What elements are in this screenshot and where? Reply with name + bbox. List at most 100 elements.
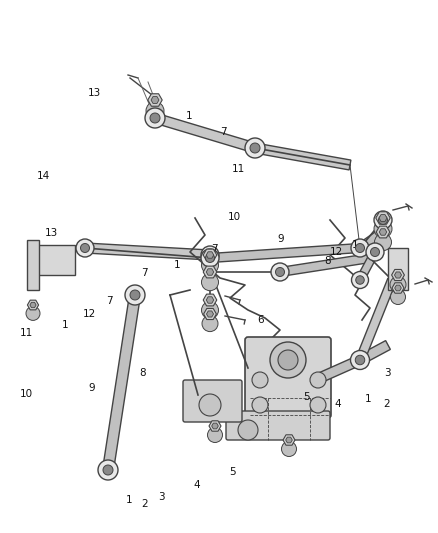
Text: 3: 3 bbox=[384, 368, 391, 378]
Circle shape bbox=[374, 211, 392, 229]
Text: 10: 10 bbox=[20, 390, 33, 399]
Text: 4: 4 bbox=[334, 399, 341, 409]
Text: 1: 1 bbox=[186, 111, 193, 121]
Circle shape bbox=[390, 277, 406, 293]
Text: 1: 1 bbox=[126, 495, 133, 505]
Circle shape bbox=[355, 356, 365, 365]
Text: 12: 12 bbox=[330, 247, 343, 256]
Polygon shape bbox=[85, 243, 210, 260]
Circle shape bbox=[125, 285, 145, 305]
Text: 12: 12 bbox=[83, 310, 96, 319]
Text: 1: 1 bbox=[174, 261, 181, 270]
Bar bbox=[388, 248, 408, 290]
Polygon shape bbox=[28, 300, 39, 310]
Circle shape bbox=[310, 397, 326, 413]
Circle shape bbox=[366, 243, 384, 261]
Text: 13: 13 bbox=[88, 88, 101, 98]
Circle shape bbox=[371, 247, 379, 256]
FancyBboxPatch shape bbox=[183, 380, 242, 422]
Polygon shape bbox=[286, 437, 292, 443]
Circle shape bbox=[351, 239, 369, 257]
Polygon shape bbox=[279, 254, 371, 277]
Circle shape bbox=[238, 420, 258, 440]
Circle shape bbox=[81, 244, 89, 253]
Polygon shape bbox=[376, 212, 390, 224]
Text: 2: 2 bbox=[141, 499, 148, 508]
Circle shape bbox=[146, 102, 164, 120]
Text: 5: 5 bbox=[303, 392, 310, 402]
Polygon shape bbox=[392, 270, 404, 280]
Polygon shape bbox=[212, 423, 218, 429]
Text: 1: 1 bbox=[61, 320, 68, 330]
Circle shape bbox=[150, 113, 160, 123]
Text: 7: 7 bbox=[141, 268, 148, 278]
Circle shape bbox=[278, 350, 298, 370]
Text: 11: 11 bbox=[20, 328, 33, 338]
Polygon shape bbox=[358, 341, 390, 365]
Polygon shape bbox=[357, 228, 385, 252]
Text: 2: 2 bbox=[383, 399, 390, 409]
Bar bbox=[27, 240, 39, 290]
Circle shape bbox=[374, 233, 392, 251]
Text: 5: 5 bbox=[229, 467, 236, 477]
Polygon shape bbox=[283, 435, 295, 445]
Circle shape bbox=[76, 239, 94, 257]
Polygon shape bbox=[210, 244, 360, 262]
Text: 8: 8 bbox=[139, 368, 146, 378]
Polygon shape bbox=[376, 226, 390, 238]
Circle shape bbox=[199, 394, 221, 416]
Circle shape bbox=[202, 316, 218, 332]
FancyBboxPatch shape bbox=[245, 337, 331, 418]
Circle shape bbox=[352, 271, 368, 288]
Polygon shape bbox=[203, 266, 217, 278]
Polygon shape bbox=[356, 278, 396, 362]
Text: 11: 11 bbox=[232, 165, 245, 174]
Polygon shape bbox=[154, 113, 256, 153]
Circle shape bbox=[350, 351, 370, 369]
Circle shape bbox=[201, 274, 219, 290]
Bar bbox=[35, 245, 75, 275]
Polygon shape bbox=[102, 294, 141, 471]
Circle shape bbox=[250, 143, 260, 153]
Polygon shape bbox=[206, 269, 214, 275]
Text: 4: 4 bbox=[194, 480, 201, 490]
Circle shape bbox=[252, 372, 268, 388]
Circle shape bbox=[130, 290, 140, 300]
Circle shape bbox=[310, 372, 326, 388]
Polygon shape bbox=[254, 143, 351, 170]
Text: 1: 1 bbox=[351, 240, 358, 250]
Polygon shape bbox=[357, 250, 378, 282]
Polygon shape bbox=[392, 283, 404, 293]
Polygon shape bbox=[206, 252, 214, 259]
Text: 13: 13 bbox=[45, 229, 58, 238]
Polygon shape bbox=[206, 297, 214, 303]
Circle shape bbox=[98, 460, 118, 480]
Circle shape bbox=[205, 254, 215, 262]
Circle shape bbox=[201, 257, 219, 274]
Circle shape bbox=[356, 276, 364, 284]
Text: 7: 7 bbox=[220, 127, 227, 137]
Polygon shape bbox=[395, 272, 402, 278]
Text: 7: 7 bbox=[106, 296, 113, 306]
Polygon shape bbox=[151, 96, 159, 103]
Circle shape bbox=[252, 397, 268, 413]
Polygon shape bbox=[209, 421, 221, 431]
Circle shape bbox=[391, 289, 406, 304]
Polygon shape bbox=[379, 229, 387, 235]
Text: 1: 1 bbox=[364, 394, 371, 403]
Polygon shape bbox=[379, 215, 387, 221]
Circle shape bbox=[201, 246, 219, 264]
Circle shape bbox=[271, 263, 289, 281]
Polygon shape bbox=[395, 285, 401, 291]
Circle shape bbox=[201, 249, 219, 267]
Circle shape bbox=[208, 427, 223, 442]
Text: 9: 9 bbox=[277, 234, 284, 244]
Circle shape bbox=[201, 302, 219, 319]
Polygon shape bbox=[203, 294, 217, 306]
Text: 14: 14 bbox=[37, 171, 50, 181]
Text: 9: 9 bbox=[88, 383, 95, 393]
Text: 8: 8 bbox=[324, 256, 331, 266]
Circle shape bbox=[26, 306, 40, 320]
Text: 3: 3 bbox=[158, 492, 165, 502]
Text: 7: 7 bbox=[211, 245, 218, 254]
